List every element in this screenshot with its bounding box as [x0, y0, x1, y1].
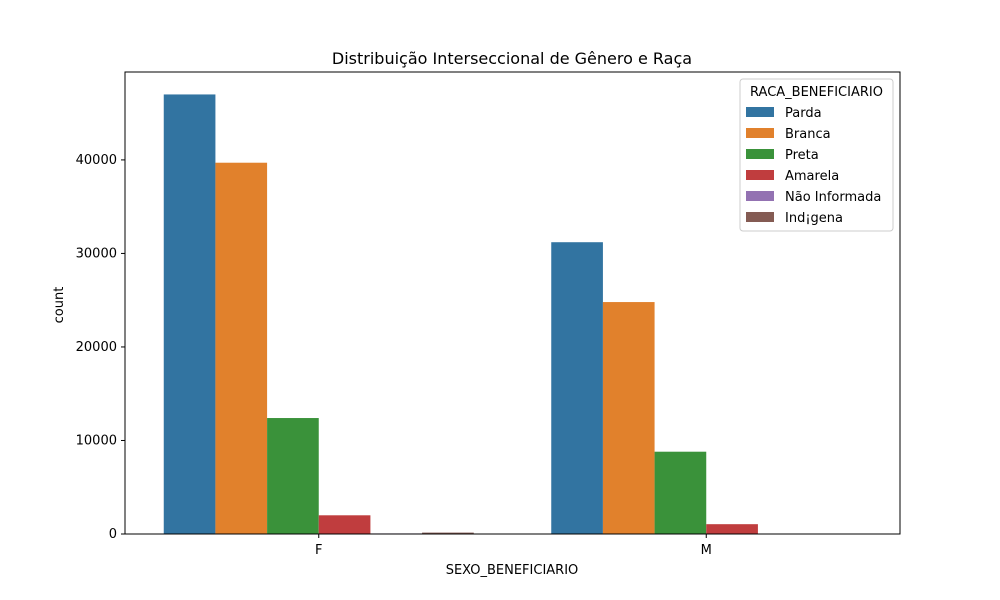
legend-swatch-parda — [746, 107, 774, 117]
legend-label-n-o-informada: Não Informada — [785, 190, 881, 205]
y-tick-label: 30000 — [76, 246, 117, 261]
bar-branca-f — [215, 162, 268, 534]
chart-title: Distribuição Interseccional de Gênero e … — [332, 49, 692, 68]
bars-group — [163, 94, 862, 535]
bar-ind-gena-f — [422, 532, 474, 534]
legend-swatch-amarela — [746, 170, 774, 180]
bar-parda-f — [163, 94, 216, 534]
axes-group: 0 10000 20000 30000 40000 F M — [76, 71, 901, 558]
bar-preta-f — [267, 418, 319, 534]
legend-label-parda: Parda — [785, 106, 822, 121]
legend-swatch-preta — [746, 149, 774, 159]
legend-title: RACA_BENEFICIARIO — [750, 85, 883, 100]
x-tick-label: M — [701, 543, 712, 558]
legend-label-branca: Branca — [785, 127, 831, 142]
bar-parda-m — [551, 242, 603, 535]
legend-frame — [739, 78, 894, 232]
plot-frame — [124, 71, 901, 535]
legend-swatch-ind-gena — [746, 212, 774, 222]
bar-amarela-m — [706, 524, 758, 534]
x-tick-label: F — [315, 543, 322, 558]
legend-swatch-branca — [746, 128, 774, 138]
legend-label-ind-gena: Ind¡gena — [785, 211, 843, 226]
legend-label-preta: Preta — [785, 148, 819, 163]
legend-label-amarela: Amarela — [785, 169, 839, 184]
y-tick-label: 20000 — [76, 340, 117, 355]
bar-preta-m — [654, 451, 707, 534]
y-tick-label: 0 — [109, 527, 117, 542]
x-axis-label: SEXO_BENEFICIARIO — [446, 563, 579, 578]
bar-amarela-f — [318, 515, 371, 534]
legend-swatch-n-o-informada — [746, 191, 774, 201]
y-axis-label: count — [52, 287, 67, 324]
legend: RACA_BENEFICIARIO Parda Branca Preta Amarela… — [739, 78, 894, 232]
y-tick-label: 10000 — [76, 433, 117, 448]
y-tick-label: 40000 — [76, 153, 117, 168]
bar-branca-m — [602, 302, 655, 534]
